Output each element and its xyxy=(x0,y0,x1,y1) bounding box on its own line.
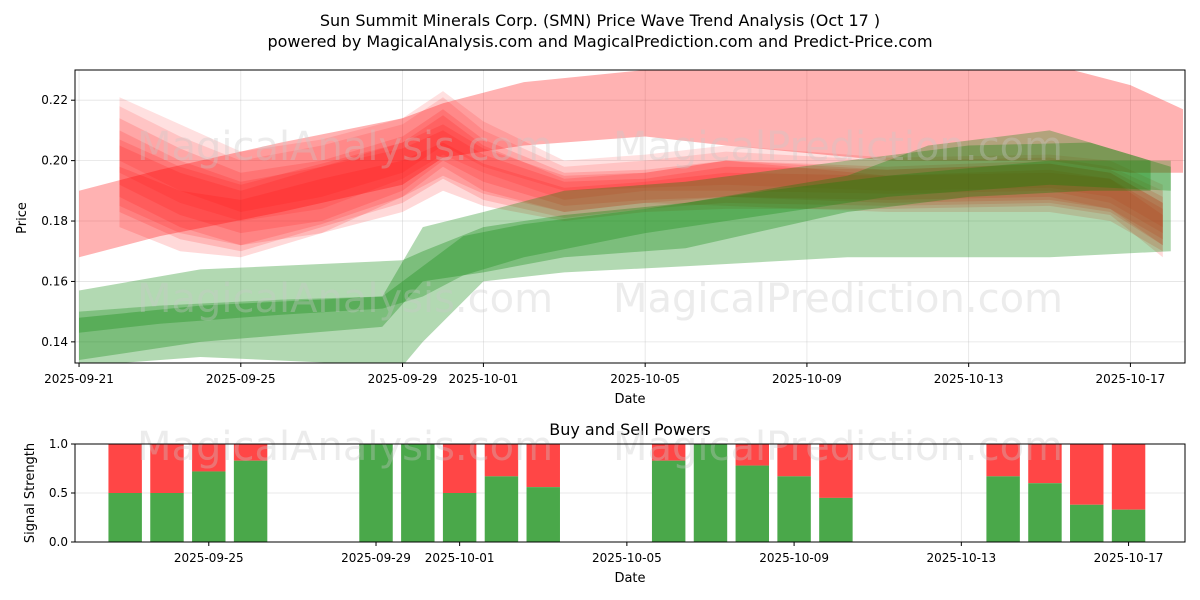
price-x-tick-label: 2025-10-13 xyxy=(934,372,1004,386)
price-y-label: Price xyxy=(15,202,30,234)
watermark-mid-left: MagicalAnalysis.com xyxy=(137,276,553,322)
price-x-tick-label: 2025-09-29 xyxy=(368,372,438,386)
buy-wave-band xyxy=(79,130,1171,363)
sell-power-bar xyxy=(192,444,226,472)
sell-wave-band xyxy=(119,142,1163,258)
sell-power-bar xyxy=(1111,444,1146,510)
price-grid xyxy=(75,70,1185,363)
buy-wave-band xyxy=(79,160,1171,333)
power-y-label: Signal Strength xyxy=(23,443,38,543)
power-x-tick-label: 2025-10-09 xyxy=(759,551,829,565)
sell-wave-band xyxy=(119,109,1163,240)
buy-power-bar xyxy=(819,497,853,542)
sell-power-bar xyxy=(1028,444,1062,484)
buy-power-bar xyxy=(484,476,519,542)
price-y-tick-label: 0.14 xyxy=(41,335,68,349)
power-x-tick-label: 2025-10-05 xyxy=(592,551,662,565)
price-bands xyxy=(79,70,1183,363)
watermark-top-right: MagicalPrediction.com xyxy=(613,124,1063,170)
sell-power-bar xyxy=(233,444,268,461)
buy-power-bar xyxy=(777,476,811,542)
price-x-tick-label: 2025-10-01 xyxy=(449,372,519,386)
buy-power-bar xyxy=(150,493,184,542)
buy-power-bar xyxy=(526,487,560,542)
sell-power-bar xyxy=(108,444,142,493)
sell-wave-band xyxy=(79,70,1183,258)
buy-power-bar xyxy=(442,493,477,542)
watermark-top-left: MagicalAnalysis.com xyxy=(137,124,553,170)
figure-title: Sun Summit Minerals Corp. (SMN) Price Wa… xyxy=(320,11,880,30)
sell-wave-band xyxy=(119,115,1163,252)
price-y-tick-label: 0.22 xyxy=(41,93,68,107)
price-y-tick-label: 0.16 xyxy=(41,274,68,288)
price-x-tick-label: 2025-10-09 xyxy=(772,372,842,386)
power-x-tick-label: 2025-10-17 xyxy=(1094,551,1164,565)
price-chart-frame xyxy=(74,69,1186,364)
buy-wave-band xyxy=(79,142,1151,360)
buy-power-bar xyxy=(735,465,770,542)
power-y-tick-label: 0.5 xyxy=(49,486,68,500)
price-y-tick-label: 0.20 xyxy=(41,154,68,168)
sell-wave-band xyxy=(119,97,1163,234)
power-bars xyxy=(108,444,1146,542)
sell-power-bar xyxy=(526,444,560,488)
figure-subtitle: powered by MagicalAnalysis.com and Magic… xyxy=(267,32,932,51)
price-x-tick-label: 2025-09-21 xyxy=(44,372,114,386)
price-y-tick-label: 0.18 xyxy=(41,214,68,228)
price-ticks: 2025-09-21 2025-09-25 2025-09-29 2025-10-01… xyxy=(41,93,1165,386)
power-y-tick-label: 0.0 xyxy=(49,535,68,549)
sell-power-bar xyxy=(735,444,770,466)
buy-power-bar xyxy=(1028,483,1062,542)
buy-power-bar xyxy=(233,460,268,542)
buy-power-bar xyxy=(401,444,435,542)
sell-power-bar xyxy=(777,444,811,477)
sell-power-bar xyxy=(442,444,477,493)
power-y-tick-label: 1.0 xyxy=(49,437,68,451)
buy-power-bar xyxy=(986,476,1020,542)
buy-power-bar xyxy=(651,460,686,542)
sell-wave-band xyxy=(119,130,1163,252)
price-x-tick-label: 2025-10-17 xyxy=(1096,372,1166,386)
watermark-mid-right: MagicalPrediction.com xyxy=(613,276,1063,322)
sell-power-bar xyxy=(150,444,184,493)
price-chart: MagicalAnalysis.com MagicalPrediction.co… xyxy=(15,69,1186,407)
sell-wave-band xyxy=(119,91,1163,228)
sell-power-bar xyxy=(484,444,519,477)
buy-power-bar xyxy=(359,444,393,542)
buy-power-bar xyxy=(1111,509,1146,542)
power-chart-title: Buy and Sell Powers xyxy=(549,420,711,439)
buy-power-bar xyxy=(108,493,142,542)
power-x-tick-label: 2025-09-29 xyxy=(341,551,411,565)
buy-power-bar xyxy=(1070,504,1104,542)
power-ticks: 2025-09-25 2025-09-29 2025-10-01 2025-10-05… xyxy=(49,437,1164,565)
power-chart: Buy and Sell Powers MagicalAnalysis.com … xyxy=(23,420,1186,586)
power-x-tick-label: 2025-10-13 xyxy=(926,551,996,565)
price-x-tick-label: 2025-09-25 xyxy=(206,372,276,386)
sell-power-bar xyxy=(819,444,853,498)
power-x-tick-label: 2025-09-25 xyxy=(174,551,244,565)
power-x-tick-label: 2025-10-01 xyxy=(425,551,495,565)
power-x-label: Date xyxy=(614,571,645,586)
buy-power-bar xyxy=(693,444,728,542)
price-x-label: Date xyxy=(614,392,645,407)
sell-power-bar xyxy=(986,444,1020,477)
sell-power-bar xyxy=(1070,444,1104,505)
watermark-bottom-right: MagicalPrediction.com xyxy=(613,424,1063,470)
sell-wave-band xyxy=(119,124,1163,246)
sell-power-bar xyxy=(651,444,686,461)
watermark-bottom-left: MagicalAnalysis.com xyxy=(137,424,553,470)
buy-power-bar xyxy=(192,471,226,542)
price-x-tick-label: 2025-10-05 xyxy=(610,372,680,386)
